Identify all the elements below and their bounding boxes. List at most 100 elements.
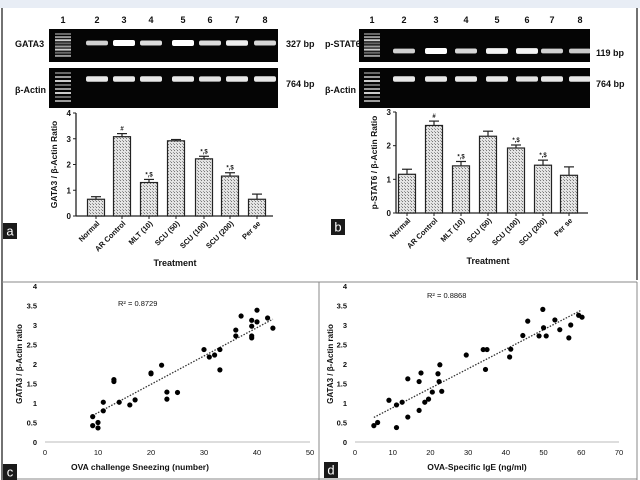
gel-band <box>455 76 477 82</box>
y-tick-label: 3.5 <box>337 302 347 311</box>
data-point <box>507 354 513 360</box>
panel-label-a: a <box>3 223 17 239</box>
data-point <box>480 346 486 353</box>
data-point <box>111 378 117 385</box>
x-axis-title: Treatment <box>466 256 509 266</box>
significance-mark: *,$ <box>512 138 520 144</box>
gel-band <box>172 76 194 82</box>
x-tick-label: 30 <box>200 448 208 457</box>
data-point <box>90 423 96 429</box>
bar <box>194 158 214 217</box>
data-point <box>416 378 422 385</box>
data-point <box>249 335 255 341</box>
gel-band <box>569 76 591 82</box>
r-squared-label: R² = 0.8729 <box>118 299 157 308</box>
y-tick-label: 0 <box>67 212 72 221</box>
y-axis-title: GATA3 / β-Actin ratio <box>326 324 335 404</box>
lane-number: 1 <box>369 15 374 25</box>
bar <box>247 198 267 217</box>
data-point <box>463 352 469 358</box>
trendline <box>373 309 582 419</box>
category-label: MLT (10) <box>127 219 155 247</box>
data-point <box>399 399 405 405</box>
data-point <box>566 335 572 341</box>
bar <box>533 164 553 214</box>
x-tick-label: 30 <box>464 448 472 457</box>
x-tick-label: 60 <box>577 448 585 457</box>
data-point <box>375 419 381 426</box>
significance-mark: *,$ <box>226 166 234 172</box>
data-point <box>525 318 531 324</box>
significance-mark: *,$ <box>539 153 547 159</box>
bar <box>559 174 579 214</box>
data-point <box>393 424 400 431</box>
data-point <box>132 397 138 403</box>
bar <box>220 175 240 217</box>
top-border <box>0 0 640 8</box>
ladder-band <box>55 96 71 98</box>
y-tick-label: 1.5 <box>337 380 347 389</box>
gel-band <box>199 76 221 82</box>
target-gene-label: GATA3 <box>15 39 44 49</box>
data-point <box>95 419 101 426</box>
x-tick-label: 0 <box>43 448 47 457</box>
lane-number: 8 <box>262 15 267 25</box>
x-tick-label: 20 <box>426 448 434 457</box>
category-label: MLT (10) <box>439 216 467 244</box>
control-band-size: 764 bp <box>286 79 315 89</box>
data-point <box>536 333 542 339</box>
data-point <box>254 319 260 325</box>
scatter-chart-c: 0 10 20 30 40 50 0 0.5 1 1.5 2 2.5 3 3.5 4 R² = 0.8729 O… <box>15 282 314 472</box>
data-point <box>557 327 563 333</box>
bar <box>166 140 186 217</box>
gel-band <box>393 48 415 54</box>
ladder-band <box>55 39 71 42</box>
ladder-band <box>55 51 71 54</box>
data-point <box>265 315 271 321</box>
target-band-size: 119 bp <box>596 48 625 58</box>
bar <box>139 181 159 217</box>
x-tick-label: 40 <box>253 448 261 457</box>
gel-panel-b: 1 2 3 4 5 6 7 8 p-STAT6 β-Actin 119 bp 764 bp <box>325 15 625 108</box>
ladder-band <box>364 48 380 51</box>
lane-number: 3 <box>433 15 438 25</box>
ladder-band <box>364 76 380 78</box>
gel-band <box>140 40 162 46</box>
data-point <box>212 352 218 358</box>
target-gel-image <box>359 29 591 62</box>
data-point <box>90 414 96 420</box>
ladder-band <box>55 76 71 78</box>
bar <box>506 147 526 214</box>
y-tick-label: 1 <box>33 399 37 408</box>
data-point <box>100 399 106 405</box>
ladder-band <box>55 100 71 102</box>
lane-number: 5 <box>494 15 499 25</box>
data-point <box>164 389 170 395</box>
gel-band <box>516 76 538 82</box>
y-tick-label: 2 <box>67 161 72 170</box>
ladder-band <box>55 48 71 51</box>
x-tick-label: 10 <box>94 448 102 457</box>
gel-band <box>226 76 248 82</box>
ladder-band <box>364 39 380 42</box>
scatter-chart-d: 0 10 20 30 40 50 60 70 0 0.5 1 1.5 2 2.5 3 3.5 4 R² = 0.8… <box>326 282 623 472</box>
panel-letter: a <box>6 224 14 239</box>
data-point <box>418 370 424 376</box>
panel-label-c: c <box>3 464 17 480</box>
gel-band <box>226 40 248 46</box>
data-point <box>254 307 260 313</box>
y-axis-title: GATA3 / β-Actin Ratio <box>49 121 59 209</box>
data-point <box>429 389 435 395</box>
y-tick-label: 1 <box>67 186 72 195</box>
lane-number: 4 <box>148 15 153 25</box>
data-point <box>520 332 526 339</box>
data-point <box>127 402 133 408</box>
data-point <box>217 346 223 353</box>
data-point <box>405 376 411 382</box>
panel-letter: d <box>327 463 334 478</box>
y-tick-label: 2 <box>343 360 347 369</box>
data-point <box>95 425 101 431</box>
ladder-band <box>364 100 380 102</box>
ladder-band <box>364 96 380 98</box>
